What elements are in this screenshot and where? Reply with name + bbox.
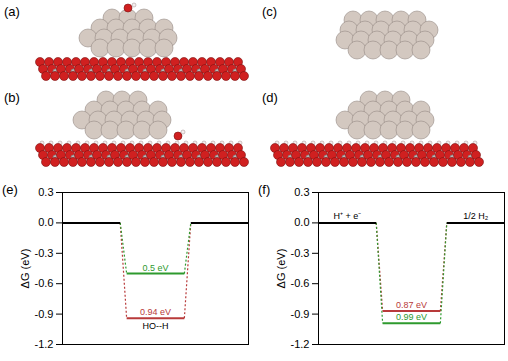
html-text:(f): (f) [258, 182, 271, 197]
svg-text:0.3: 0.3 [294, 186, 309, 198]
svg-text:H⁺ + e⁻: H⁺ + e⁻ [333, 211, 361, 221]
svg-text:0.94 eV: 0.94 eV [140, 307, 171, 317]
svg-text:0.3: 0.3 [38, 186, 53, 198]
svg-text:0.5 eV: 0.5 eV [142, 263, 168, 273]
svg-text:-0.6: -0.6 [291, 277, 310, 289]
svg-text:0.0: 0.0 [38, 216, 53, 228]
svg-text:-1.2: -1.2 [291, 338, 310, 350]
svg-text:-0.9: -0.9 [291, 308, 310, 320]
svg-text:HO--H: HO--H [143, 321, 169, 331]
svg-text:-0.6: -0.6 [35, 277, 54, 289]
svg-text:(b): (b) [4, 90, 20, 105]
svg-text:(a): (a) [4, 4, 20, 19]
svg-text:(d): (d) [262, 90, 278, 105]
svg-text:0.99 eV: 0.99 eV [396, 312, 427, 322]
svg-text:0.0: 0.0 [294, 216, 309, 228]
svg-text:1/2 H₂: 1/2 H₂ [463, 211, 489, 221]
svg-text:(c): (c) [262, 4, 277, 19]
svg-text:ΔG (eV): ΔG (eV) [19, 249, 31, 289]
svg-text:-0.9: -0.9 [35, 308, 54, 320]
svg-text:-1.2: -1.2 [35, 338, 54, 350]
svg-text:0.87 eV: 0.87 eV [396, 300, 427, 310]
svg-text:-0.3: -0.3 [35, 247, 54, 259]
html-text:(e): (e) [2, 182, 18, 197]
svg-text:-0.3: -0.3 [291, 247, 310, 259]
svg-text:ΔG (eV): ΔG (eV) [275, 249, 287, 289]
